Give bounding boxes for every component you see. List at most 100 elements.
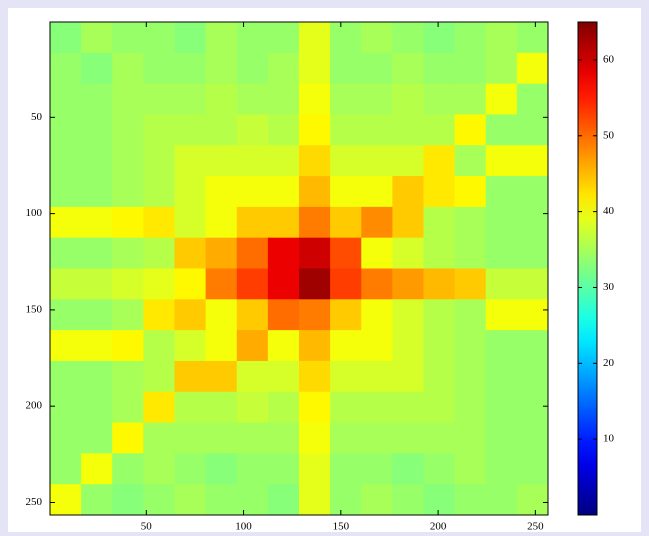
x-tick-label: 200	[430, 521, 447, 533]
heatmap-cell	[112, 237, 144, 269]
heatmap-cell	[81, 484, 113, 516]
heatmap-cell	[143, 206, 175, 239]
heatmap-cell	[516, 22, 549, 54]
x-tick-label: 100	[235, 521, 252, 533]
colorbar-tick-label: 60	[603, 53, 615, 65]
heatmap-cell	[174, 391, 207, 423]
heatmap-cell	[174, 22, 207, 54]
heatmap-cell	[454, 299, 487, 331]
heatmap-cell	[50, 484, 82, 516]
heatmap-cell	[50, 237, 82, 269]
y-tick-label: 250	[26, 496, 43, 508]
heatmap-cell	[485, 422, 518, 454]
heatmap-cell	[267, 422, 300, 454]
heatmap-cell	[485, 391, 518, 423]
heatmap-cell	[205, 22, 238, 54]
heatmap-cell	[330, 176, 362, 208]
heatmap-cell	[112, 484, 144, 516]
heatmap-cell	[267, 52, 300, 85]
heatmap-cell	[143, 330, 175, 362]
heatmap-cell	[50, 422, 82, 454]
heatmap-cell	[143, 299, 175, 331]
heatmap-cell	[423, 484, 456, 516]
heatmap-cell	[143, 453, 175, 485]
heatmap-cell	[112, 83, 144, 115]
heatmap-cell	[392, 206, 424, 239]
heatmap-cell	[236, 83, 269, 115]
heatmap-cell	[174, 299, 207, 331]
heatmap-cell	[205, 176, 238, 208]
heatmap-cell	[267, 484, 300, 516]
heatmap-cell	[485, 268, 518, 300]
heatmap-cell	[143, 83, 175, 115]
heatmap-cell	[267, 206, 300, 239]
heatmap-cell	[112, 145, 144, 177]
heatmap-cell	[236, 453, 269, 485]
heatmap-cell	[299, 176, 331, 208]
heatmap-cell	[423, 22, 456, 54]
heatmap-cell	[299, 22, 331, 54]
heatmap-cell	[81, 22, 113, 54]
heatmap-cell	[454, 360, 487, 393]
heatmap-cell	[50, 391, 82, 423]
heatmap-cell	[174, 360, 207, 393]
heatmap-cell	[299, 422, 331, 454]
heatmap-cell	[50, 145, 82, 177]
heatmap-cell	[423, 268, 456, 300]
heatmap-cell	[330, 237, 362, 269]
heatmap-cell	[236, 268, 269, 300]
heatmap-cell	[81, 176, 113, 208]
heatmap-cell	[485, 206, 518, 239]
heatmap-cell	[112, 391, 144, 423]
heatmap-cell	[143, 52, 175, 85]
heatmap-cell	[205, 83, 238, 115]
heatmap-cell	[516, 237, 549, 269]
heatmap-cell	[392, 114, 424, 146]
heatmap-cell	[361, 145, 393, 177]
heatmap-cell	[81, 453, 113, 485]
heatmap-cell	[112, 22, 144, 54]
heatmap-cell	[423, 83, 456, 115]
heatmap-cell	[143, 145, 175, 177]
heatmap-cell	[454, 176, 487, 208]
heatmap-cell	[485, 83, 518, 115]
heatmap-cell	[112, 299, 144, 331]
heatmap-cell	[361, 360, 393, 393]
heatmap-cell	[454, 330, 487, 362]
heatmap-cell	[174, 237, 207, 269]
heatmap-cell	[236, 422, 269, 454]
heatmap-cell	[112, 330, 144, 362]
heatmap-cell	[516, 176, 549, 208]
heatmap-cell	[143, 114, 175, 146]
heatmap-cell	[112, 360, 144, 393]
heatmap-cell	[267, 453, 300, 485]
y-tick-label: 100	[26, 207, 43, 219]
heatmap-cell	[112, 268, 144, 300]
heatmap-cell	[330, 83, 362, 115]
heatmap-cell	[423, 330, 456, 362]
plot-frame	[49, 21, 549, 516]
heatmap-cell	[516, 422, 549, 454]
heatmap-cell	[299, 391, 331, 423]
heatmap-cell	[205, 145, 238, 177]
heatmap-cell	[299, 484, 331, 516]
heatmap-cell	[81, 360, 113, 393]
heatmap-cell	[205, 206, 238, 239]
heatmap-cell	[205, 237, 238, 269]
heatmap-cell	[516, 391, 549, 423]
heatmap-cell	[392, 330, 424, 362]
heatmap-cell	[50, 114, 82, 146]
heatmap-cell	[454, 268, 487, 300]
heatmap-cell	[299, 145, 331, 177]
heatmap-cell	[392, 360, 424, 393]
heatmap-cell	[485, 360, 518, 393]
heatmap-cell	[50, 453, 82, 485]
heatmap-cell	[143, 360, 175, 393]
heatmap-cell	[143, 268, 175, 300]
heatmap-cell	[299, 83, 331, 115]
heatmap-cell	[143, 484, 175, 516]
heatmap-cell	[267, 237, 300, 269]
heatmap-cell	[516, 145, 549, 177]
heatmap-cell	[81, 206, 113, 239]
